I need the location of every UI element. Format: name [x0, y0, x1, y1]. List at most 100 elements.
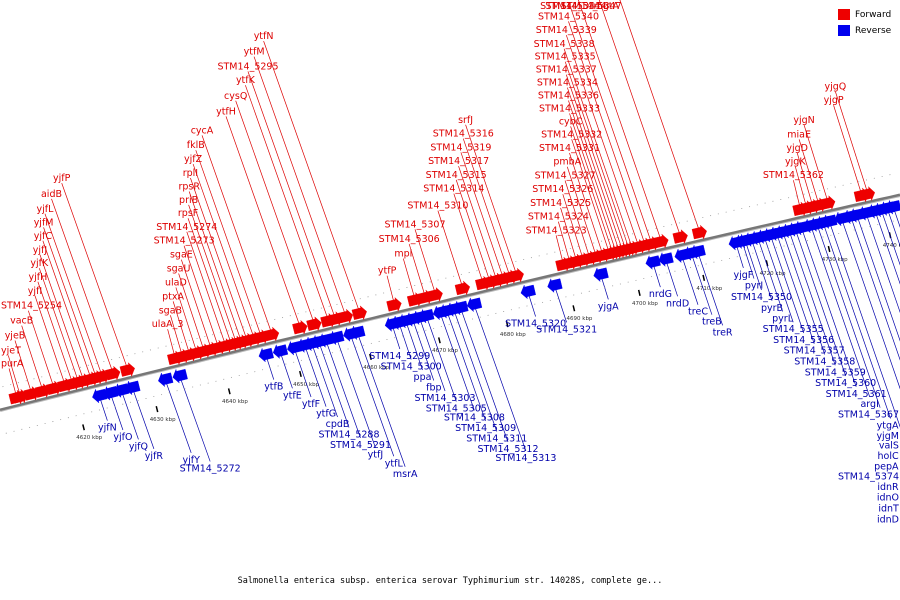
forward-leader-line [794, 166, 808, 209]
forward-leader-line [408, 243, 426, 298]
reverse-leader-line [776, 233, 815, 344]
forward-gene-label: ytfH [216, 106, 236, 117]
reverse-gene-label: treR [713, 327, 733, 338]
forward-gene-label: STM14_5333 [539, 103, 600, 114]
tick-label: 4710 kbp [696, 286, 722, 292]
forward-gene-label: yjeB [5, 331, 26, 342]
reverse-leader-line [179, 375, 211, 462]
forward-gene-label: vacB [10, 316, 33, 327]
tick-label: 4730 kbp [822, 257, 848, 263]
reverse-gene-label: ytfJ [368, 450, 384, 461]
forward-leader-line [34, 295, 66, 386]
reverse-gene-arrow [822, 214, 838, 230]
axis-tick [155, 406, 159, 413]
axis-tick [702, 274, 706, 281]
forward-leader-line [566, 166, 597, 257]
forward-gene-label: mgtA [593, 1, 619, 12]
forward-leader-line [796, 152, 814, 207]
reverse-leader-line [841, 218, 900, 390]
forward-leader-line [188, 204, 237, 344]
forward-gene-label: STM14_5295 [217, 61, 278, 72]
forward-leader-line [14, 340, 33, 394]
forward-genes [8, 186, 876, 405]
reverse-gene-arrow [329, 330, 345, 346]
forward-gene-label: STM14_5341 [540, 1, 601, 12]
forward-gene-label: STM14_5324 [528, 212, 589, 223]
reverse-leader-line [419, 317, 446, 392]
reverse-gene-label: STM14_5303 [414, 393, 475, 404]
forward-leader-line [564, 180, 591, 259]
tick-label: 4620 kbp [76, 435, 102, 441]
forward-leader-line [558, 221, 571, 264]
reverse-gene-label: yjfO [113, 432, 132, 443]
axis-tick [765, 260, 769, 267]
genome-backbone-highlight [0, 196, 900, 412]
reverse-gene-label: STM14_5291 [330, 440, 391, 451]
reverse-gene-label: yjgF [734, 270, 754, 281]
reverse-leader-line [828, 221, 900, 428]
forward-leader-line [188, 191, 242, 343]
reverse-gene-label: STM14_5355 [763, 324, 824, 335]
forward-labels: purA yjeT yjeB vacB STM14_5254 yjfI yjfH yjfK yj… [1, 1, 846, 370]
reverse-leader-line [741, 241, 755, 279]
reverse-gene-label: msrA [393, 469, 418, 480]
legend-forward-label: Forward [855, 10, 892, 20]
reverse-leader-line [554, 285, 567, 323]
reverse-gene-label: treB [702, 317, 722, 328]
forward-gene-label: yjfJ [33, 245, 47, 256]
forward-leader-line [619, 0, 701, 233]
reverse-gene-label: yjfR [145, 451, 164, 462]
forward-gene-arrow [119, 362, 135, 377]
reverse-gene-label: STM14_5361 [826, 389, 887, 400]
forward-gene-label: STM14_5310 [407, 201, 468, 212]
reverse-gene-arrow [886, 199, 900, 215]
forward-leader-line [172, 301, 191, 355]
reverse-gene-label: nrdD [666, 298, 689, 309]
reverse-gene-label: pyrI [745, 281, 763, 292]
forward-leader-line [564, 61, 630, 250]
forward-gene-label: cycA [191, 125, 214, 136]
forward-leader-line [263, 40, 361, 314]
reverse-leader-line [856, 214, 900, 342]
reverse-leader-line [405, 320, 423, 371]
forward-gene-arrow [292, 319, 308, 335]
reverse-gene-label: ppa [414, 372, 432, 383]
forward-leader-line [568, 100, 620, 252]
reverse-gene-label: pyrB [761, 303, 783, 314]
reverse-leader-line [425, 315, 457, 402]
forward-gene-label: ytfP [378, 266, 397, 277]
axis-ticks: 4620 kbp 4630 kbp 4640 kbp 4650 kbp 4660 kbp… [76, 232, 900, 441]
reverse-gene-label: STM14_5360 [815, 378, 876, 389]
forward-leader-line [453, 193, 484, 284]
reverse-gene-label: pyrL [772, 314, 794, 325]
reverse-leader-line [120, 390, 139, 440]
reverse-gene-arrow [350, 325, 366, 341]
forward-gene-arrow [454, 280, 471, 296]
forward-gene-label: yjgK [785, 157, 806, 168]
legend-reverse: Reverse [838, 25, 891, 36]
reverse-leader-line [810, 225, 871, 397]
tick-label: 4640 kbp [222, 399, 248, 405]
forward-leader-line [414, 229, 437, 296]
forward-leader-line [458, 165, 498, 281]
forward-leader-line [835, 91, 869, 195]
forward-gene-label: STM14_5339 [536, 25, 597, 36]
forward-gene-arrow [427, 287, 443, 302]
reverse-leader-line [744, 240, 762, 291]
forward-gene-label: STM14_5274 [156, 222, 217, 233]
forward-leader-line [245, 85, 329, 321]
forward-leader-line [42, 240, 92, 380]
reverse-gene-arrow [466, 297, 483, 313]
forward-gene-label: miaE [787, 129, 811, 140]
tick-label: 4670 kbp [432, 348, 458, 354]
reverse-leader-line [318, 341, 350, 428]
reverse-leader-line [325, 339, 361, 439]
forward-gene-label: pmbA [553, 157, 581, 168]
reverse-gene-label: yjfQ [129, 441, 148, 452]
forward-gene-label: STM14_5319 [430, 142, 491, 153]
forward-leader-line [598, 0, 682, 238]
reverse-gene-arrow [92, 388, 108, 404]
reverse-gene-label: STM14_5300 [381, 362, 442, 373]
